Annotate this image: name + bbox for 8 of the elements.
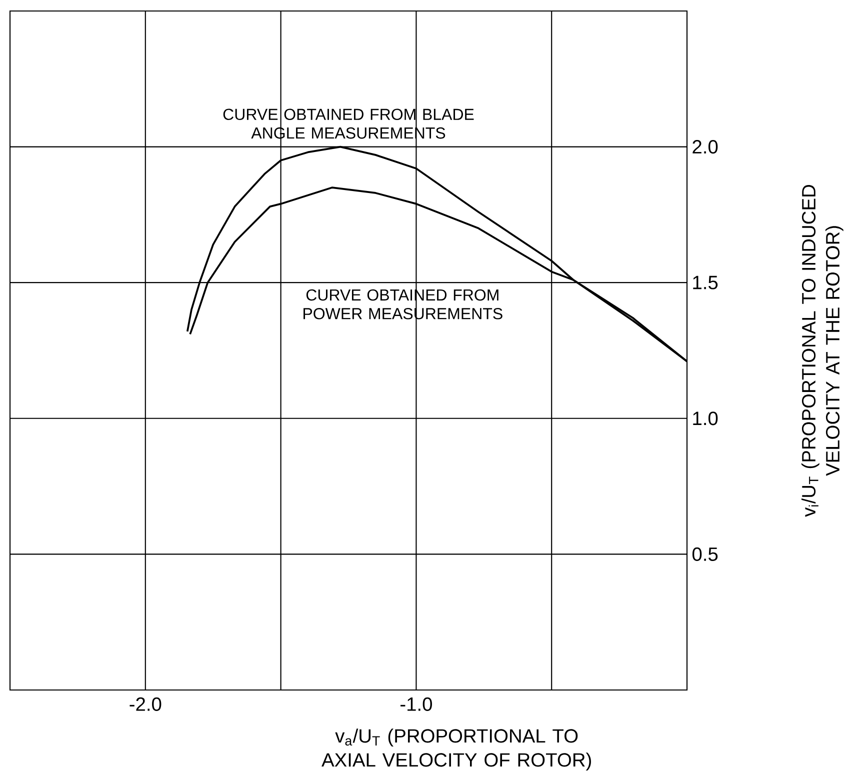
x-axis-title: v$_{a}$/U$_{T}$ (PROPORTIONAL TO AXIAL VELOCITY OF ROTOR) bbox=[322, 728, 591, 771]
x-tick-label: -1.0 bbox=[400, 697, 432, 711]
x-tick-label: -2.0 bbox=[130, 697, 162, 711]
y-tick-label: 2.0 bbox=[692, 140, 718, 154]
y-tick-label: 1.5 bbox=[693, 276, 718, 290]
y-tick-label: 0.5 bbox=[692, 547, 718, 561]
y-axis-title: v$_{i}$/U$_{T}$ (PROPORTIONAL TO INDUCED VELOCITY AT THE ROTOR) bbox=[801, 185, 844, 517]
y-tick-label: 1.0 bbox=[693, 412, 718, 426]
